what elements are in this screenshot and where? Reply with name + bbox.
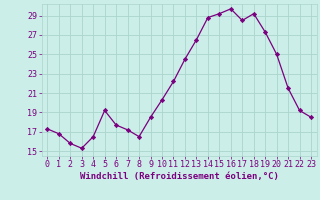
X-axis label: Windchill (Refroidissement éolien,°C): Windchill (Refroidissement éolien,°C) <box>80 172 279 181</box>
